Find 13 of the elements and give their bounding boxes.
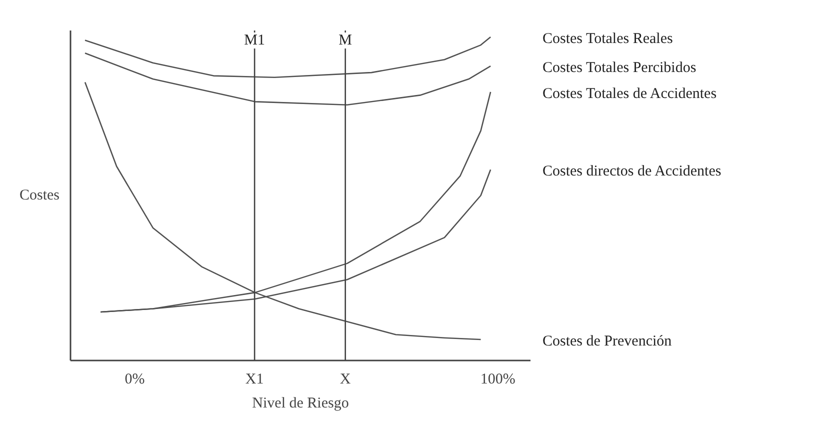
x-tick-label: X	[340, 372, 351, 388]
text: Costes Totales de Accidentes	[542, 86, 717, 102]
text: Costes Totales Reales	[542, 30, 673, 47]
x-tick-label: 100%	[480, 372, 516, 388]
y-axis-title: Costes	[19, 188, 60, 204]
x-tick-label: X1	[245, 372, 264, 388]
ref-line-label: M1	[244, 32, 265, 48]
text: Costes Totales Percibidos	[542, 60, 696, 76]
text: Costes directos de Accidentes	[542, 164, 722, 180]
x-axis-title: Nivel de Riesgo	[252, 396, 349, 412]
ref-line-label: M	[338, 32, 352, 48]
text: Costes de Prevención	[542, 333, 672, 350]
x-tick-label: 0%	[124, 372, 145, 388]
